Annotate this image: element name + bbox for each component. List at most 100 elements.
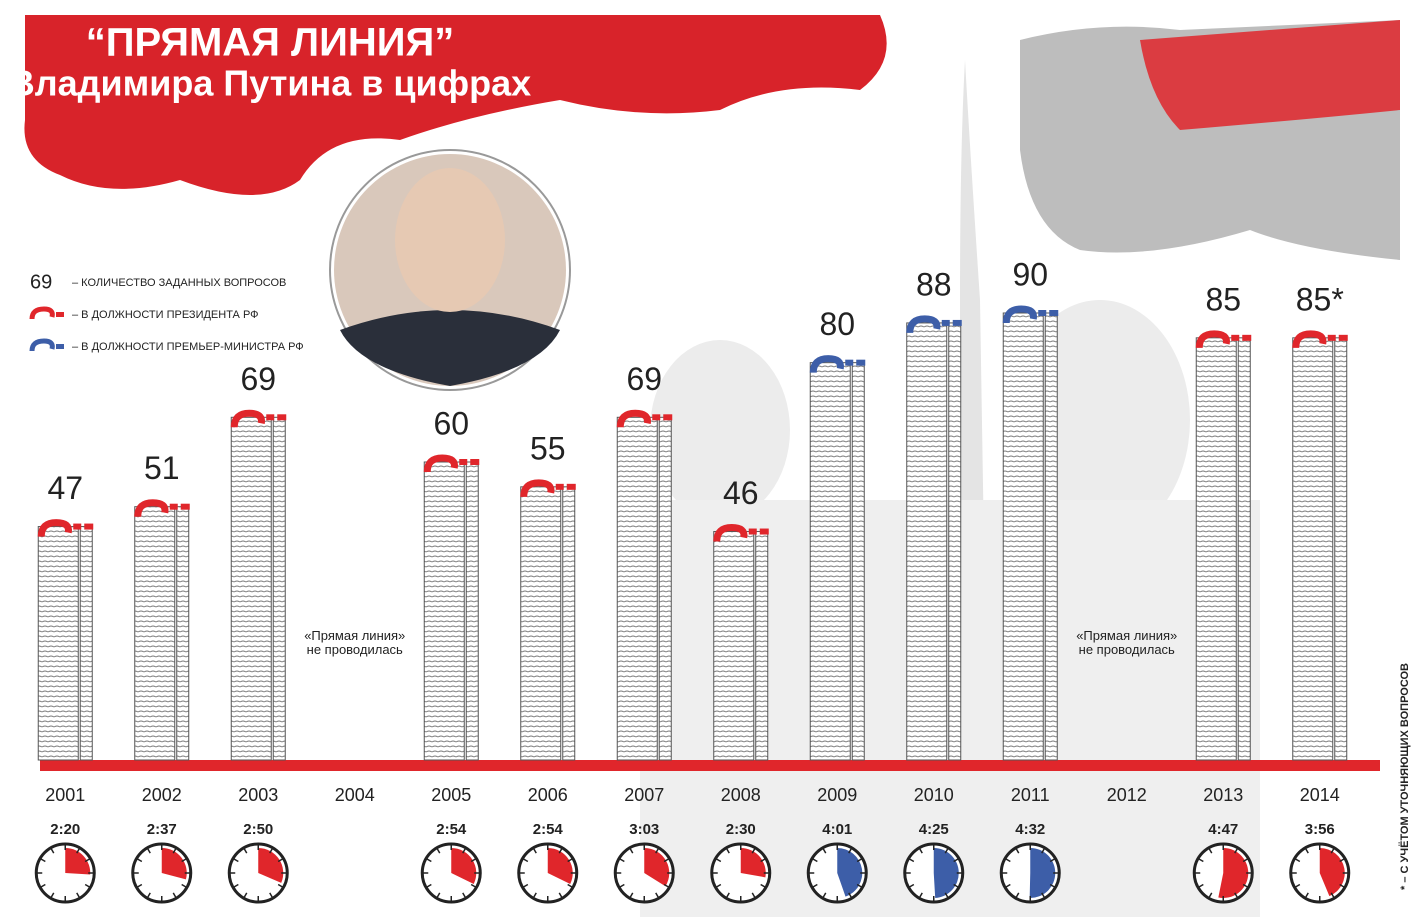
bar-back — [563, 487, 575, 760]
x-tick-label: 2004 — [335, 785, 375, 805]
bar-back — [756, 532, 768, 760]
bar-cap — [663, 414, 672, 420]
bar-cap — [567, 484, 576, 490]
bar-cap — [652, 414, 660, 420]
x-tick-label: 2003 — [238, 785, 278, 805]
bar-back — [659, 417, 671, 760]
bar — [907, 323, 947, 760]
value-label: 90 — [1012, 256, 1048, 292]
legend-sample: 69 — [30, 271, 52, 293]
note: «Прямая линия»не проводилась — [1076, 628, 1177, 657]
bar-cap — [749, 529, 757, 535]
chart: “ПРЯМАЯ ЛИНИЯ” Владимира Путина в цифрах… — [0, 0, 1414, 917]
bar-cap — [470, 459, 479, 465]
value-label: 69 — [240, 361, 276, 397]
value-label: 47 — [47, 470, 83, 506]
bar-cap — [1242, 335, 1251, 341]
legend-label: – В ДОЛЖНОСТИ ПРЕМЬЕР-МИНИСТРА РФ — [72, 341, 304, 353]
x-tick-label: 2010 — [914, 785, 954, 805]
duration-label: 3:03 — [629, 821, 659, 838]
bar-cap — [181, 504, 190, 510]
bar — [1003, 313, 1043, 760]
x-tick-label: 2014 — [1300, 785, 1340, 805]
chart-title: “ПРЯМАЯ ЛИНИЯ” — [86, 21, 454, 65]
footnote: * – С УЧЁТОМ УТОЧНЯЮЩИХ ВОПРОСОВ — [1398, 663, 1411, 890]
x-tick-label: 2005 — [431, 785, 471, 805]
bar-cap — [1328, 335, 1336, 341]
duration-label: 2:30 — [726, 821, 756, 838]
bar — [1293, 338, 1333, 760]
bar-cap — [84, 524, 93, 530]
bar-back — [1335, 338, 1347, 760]
value-label: 85* — [1296, 281, 1344, 317]
legend-label: – КОЛИЧЕСТВО ЗАДАННЫХ ВОПРОСОВ — [72, 277, 286, 289]
value-label: 46 — [723, 475, 759, 511]
bar — [1196, 338, 1236, 760]
bar — [521, 487, 561, 760]
bar-cap — [170, 504, 178, 510]
bar-cap — [1049, 310, 1058, 316]
duration-label: 4:47 — [1208, 821, 1238, 838]
legend-swatch — [32, 309, 52, 319]
bar-cap — [1231, 335, 1239, 341]
bar-cap — [1038, 310, 1046, 316]
page: “ПРЯМАЯ ЛИНИЯ” Владимира Путина в цифрах… — [0, 0, 1414, 917]
bar-cap — [459, 459, 467, 465]
bar-cap — [760, 529, 769, 535]
note: «Прямая линия»не проводилась — [304, 628, 405, 657]
legend-swatch — [56, 312, 64, 317]
duration-label: 2:20 — [50, 821, 80, 838]
value-label: 80 — [819, 306, 855, 342]
bar — [38, 527, 78, 760]
bar-cap — [73, 524, 81, 530]
duration-label: 2:54 — [533, 821, 564, 838]
bar-back — [1045, 313, 1057, 760]
duration-label: 2:54 — [436, 821, 467, 838]
value-label: 69 — [626, 361, 662, 397]
bar-back — [949, 323, 961, 760]
value-label: 51 — [144, 450, 180, 486]
bar — [810, 363, 850, 760]
x-tick-label: 2011 — [1011, 785, 1050, 805]
baseline — [40, 760, 1380, 771]
value-label: 60 — [433, 405, 469, 441]
x-tick-label: 2008 — [721, 785, 761, 805]
bar — [231, 417, 271, 760]
duration-label: 4:01 — [822, 821, 852, 838]
legend-swatch — [32, 341, 52, 351]
chart-subtitle: Владимира Путина в цифрах — [9, 63, 531, 104]
bar-cap — [266, 414, 274, 420]
bar-cap — [845, 360, 853, 366]
x-tick-label: 2009 — [817, 785, 857, 805]
bar-cap — [1339, 335, 1348, 341]
x-tick-label: 2002 — [142, 785, 182, 805]
bar-back — [466, 462, 478, 760]
bar-cap — [942, 320, 950, 326]
bar-back — [273, 417, 285, 760]
portrait-suit — [340, 310, 560, 386]
bar — [617, 417, 657, 760]
duration-label: 2:37 — [147, 821, 177, 838]
duration-label: 2:50 — [243, 821, 273, 838]
x-tick-label: 2012 — [1107, 785, 1147, 805]
legend: 69 – КОЛИЧЕСТВО ЗАДАННЫХ ВОПРОСОВ – В ДОЛЖ… — [30, 271, 304, 353]
legend-swatch — [56, 344, 64, 349]
bar — [135, 507, 175, 760]
x-tick-label: 2013 — [1203, 785, 1243, 805]
bar-back — [80, 527, 92, 760]
bar-back — [177, 507, 189, 760]
bar-back — [1238, 338, 1250, 760]
value-label: 88 — [916, 266, 952, 302]
bar-cap — [953, 320, 962, 326]
x-tick-label: 2007 — [624, 785, 664, 805]
bar-cap — [856, 360, 865, 366]
x-tick-label: 2006 — [528, 785, 568, 805]
legend-label: – В ДОЛЖНОСТИ ПРЕЗИДЕНТА РФ — [72, 309, 259, 321]
duration-label: 3:56 — [1305, 821, 1335, 838]
bar-cap — [277, 414, 286, 420]
duration-label: 4:32 — [1015, 821, 1045, 838]
bar — [714, 532, 754, 760]
bar — [424, 462, 464, 760]
bar-cap — [556, 484, 564, 490]
portrait-face — [395, 168, 505, 312]
